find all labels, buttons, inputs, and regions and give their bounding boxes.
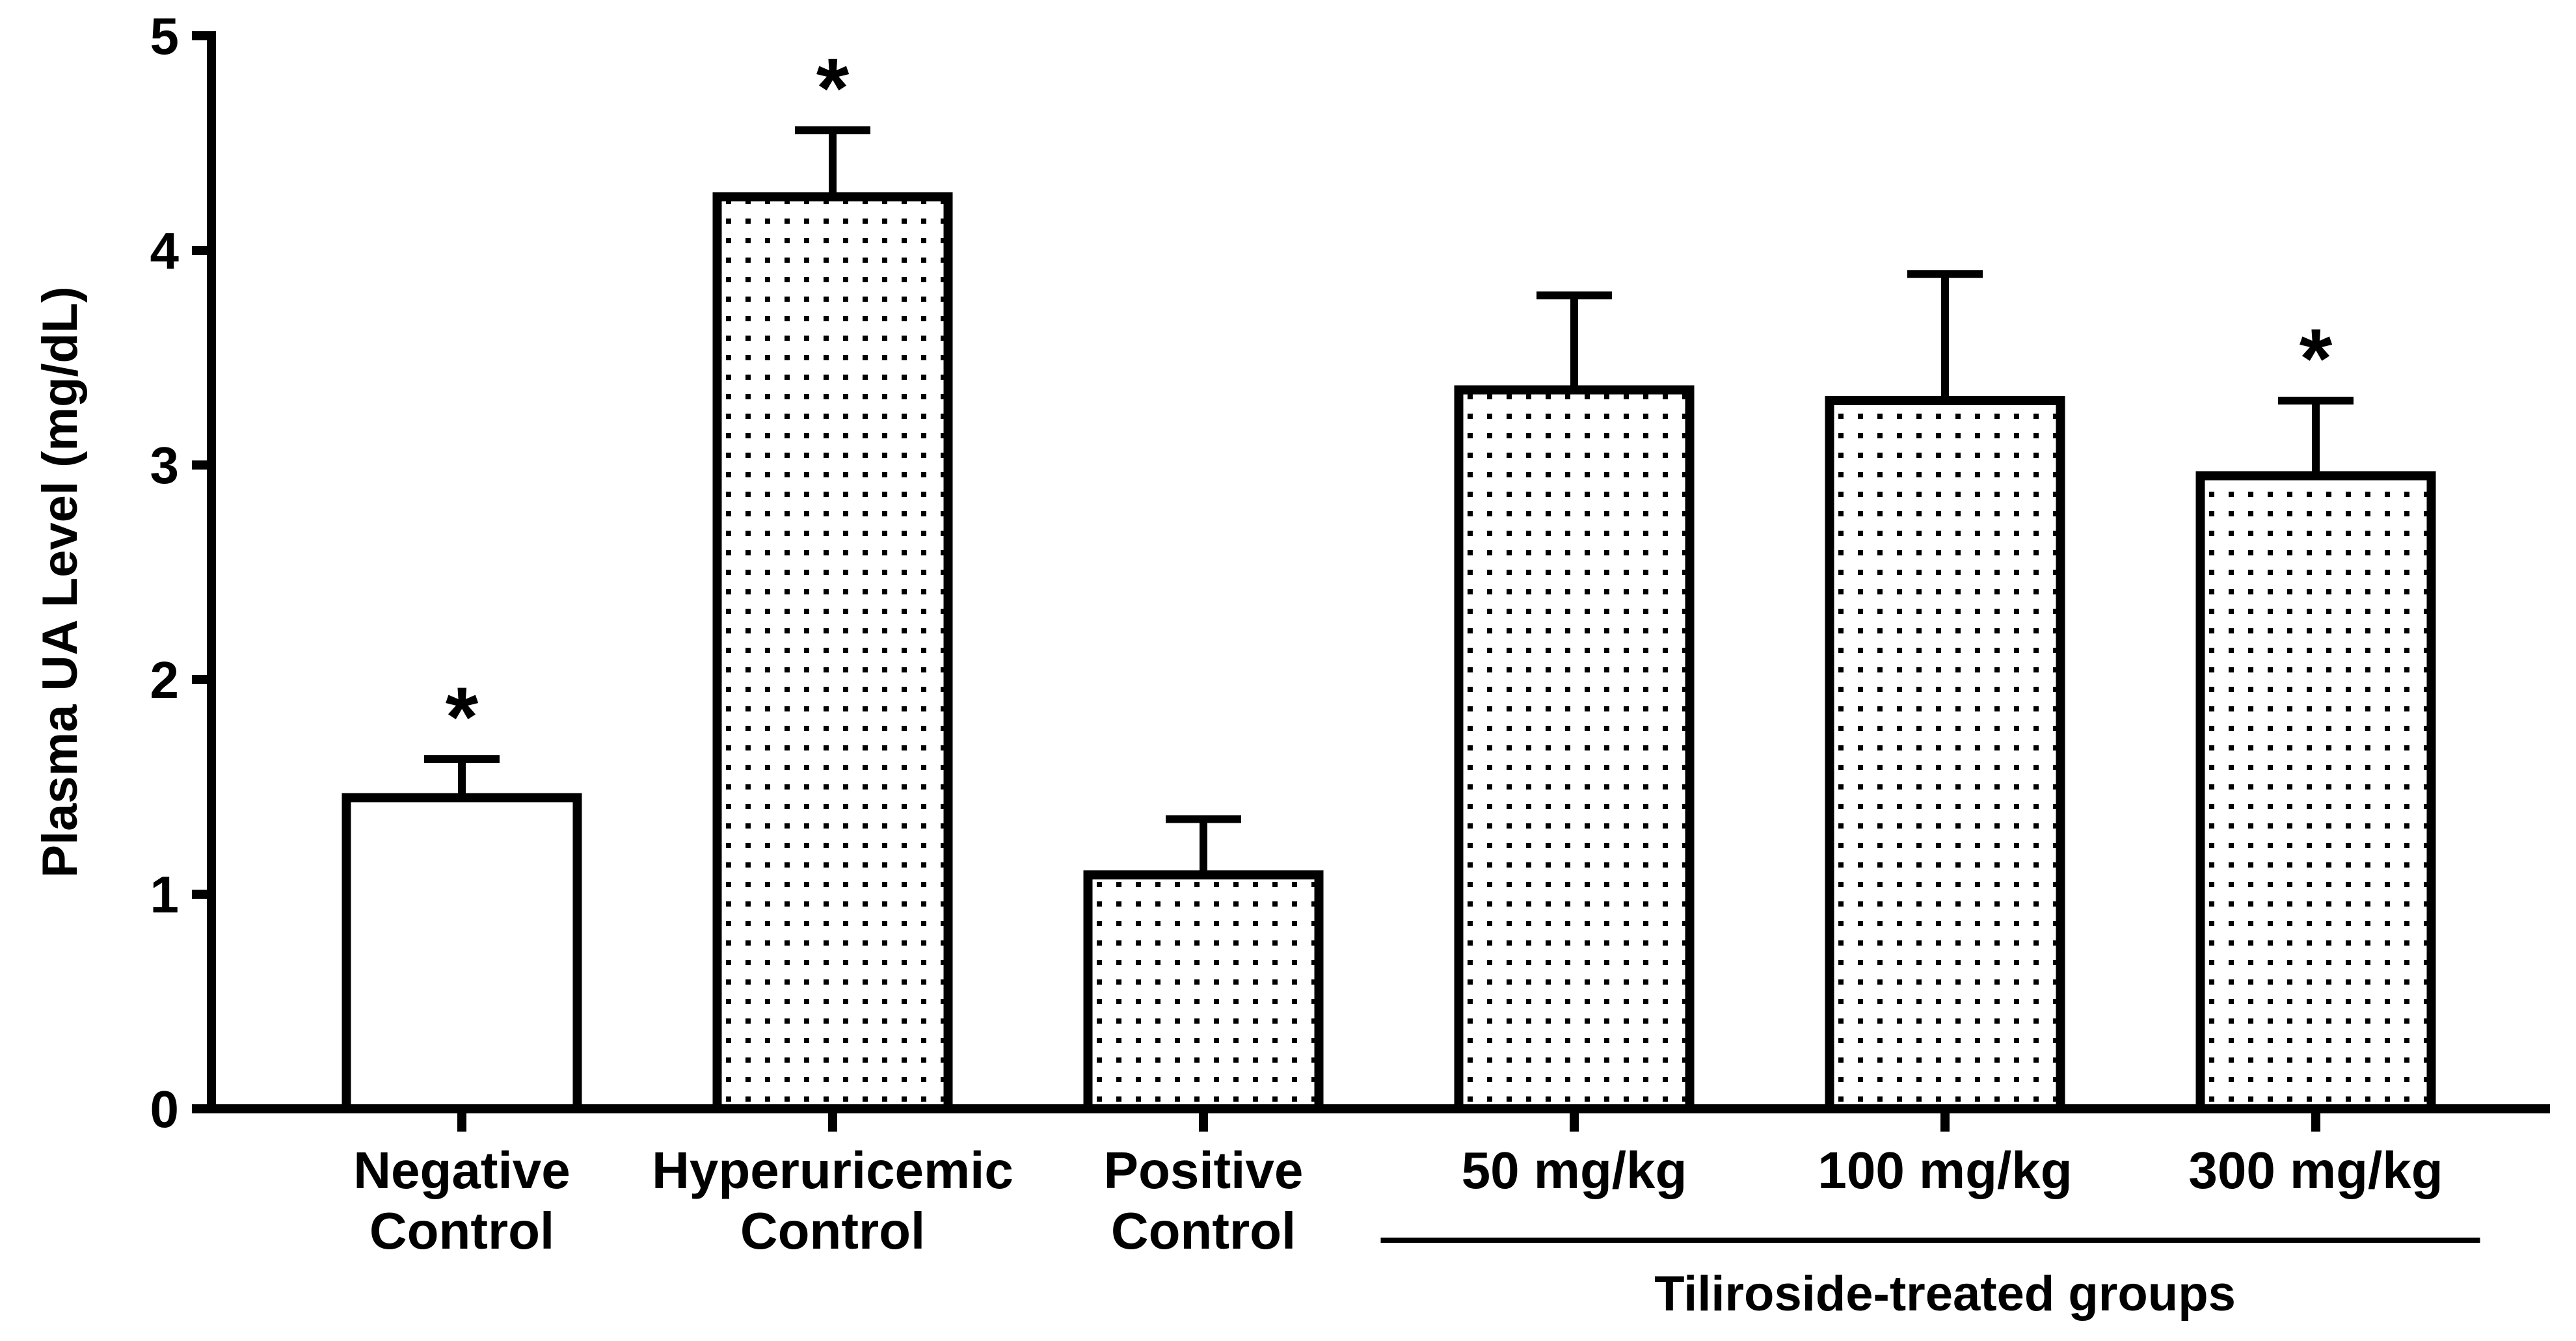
x-tick-label: 300 mg/kg xyxy=(2188,1141,2443,1199)
bar xyxy=(1083,870,1324,1114)
y-tick-label: 4 xyxy=(150,222,180,280)
bar xyxy=(342,793,582,1113)
x-tick-label: Control xyxy=(740,1202,925,1260)
x-tick-label: Negative xyxy=(353,1141,570,1199)
bar xyxy=(2195,471,2436,1113)
x-tick-label: Control xyxy=(1111,1202,1296,1260)
significance-marker: * xyxy=(816,40,850,135)
y-tick-label: 2 xyxy=(150,651,180,709)
bar xyxy=(712,192,953,1113)
bar xyxy=(1454,385,1695,1113)
y-tick-label: 5 xyxy=(150,7,180,65)
x-tick-label: 50 mg/kg xyxy=(1462,1141,1687,1199)
group-bracket-label: Tiliroside-treated groups xyxy=(1654,1266,2236,1321)
plot-area: 012345*NegativeControl*HyperuricemicCont… xyxy=(150,7,2550,1321)
y-tick-label: 0 xyxy=(150,1080,180,1138)
y-tick-label: 3 xyxy=(150,436,180,494)
x-tick-label: 100 mg/kg xyxy=(1818,1141,2072,1199)
y-tick-label: 1 xyxy=(150,866,180,923)
bar xyxy=(1825,396,2065,1113)
y-axis-title: Plasma UA Level (mg/dL) xyxy=(33,286,88,877)
significance-marker: * xyxy=(2300,311,2333,406)
x-tick-label: Positive xyxy=(1104,1141,1304,1199)
x-tick-label: Hyperuricemic xyxy=(652,1141,1013,1199)
significance-marker: * xyxy=(446,669,479,764)
x-tick-label: Control xyxy=(369,1202,554,1260)
